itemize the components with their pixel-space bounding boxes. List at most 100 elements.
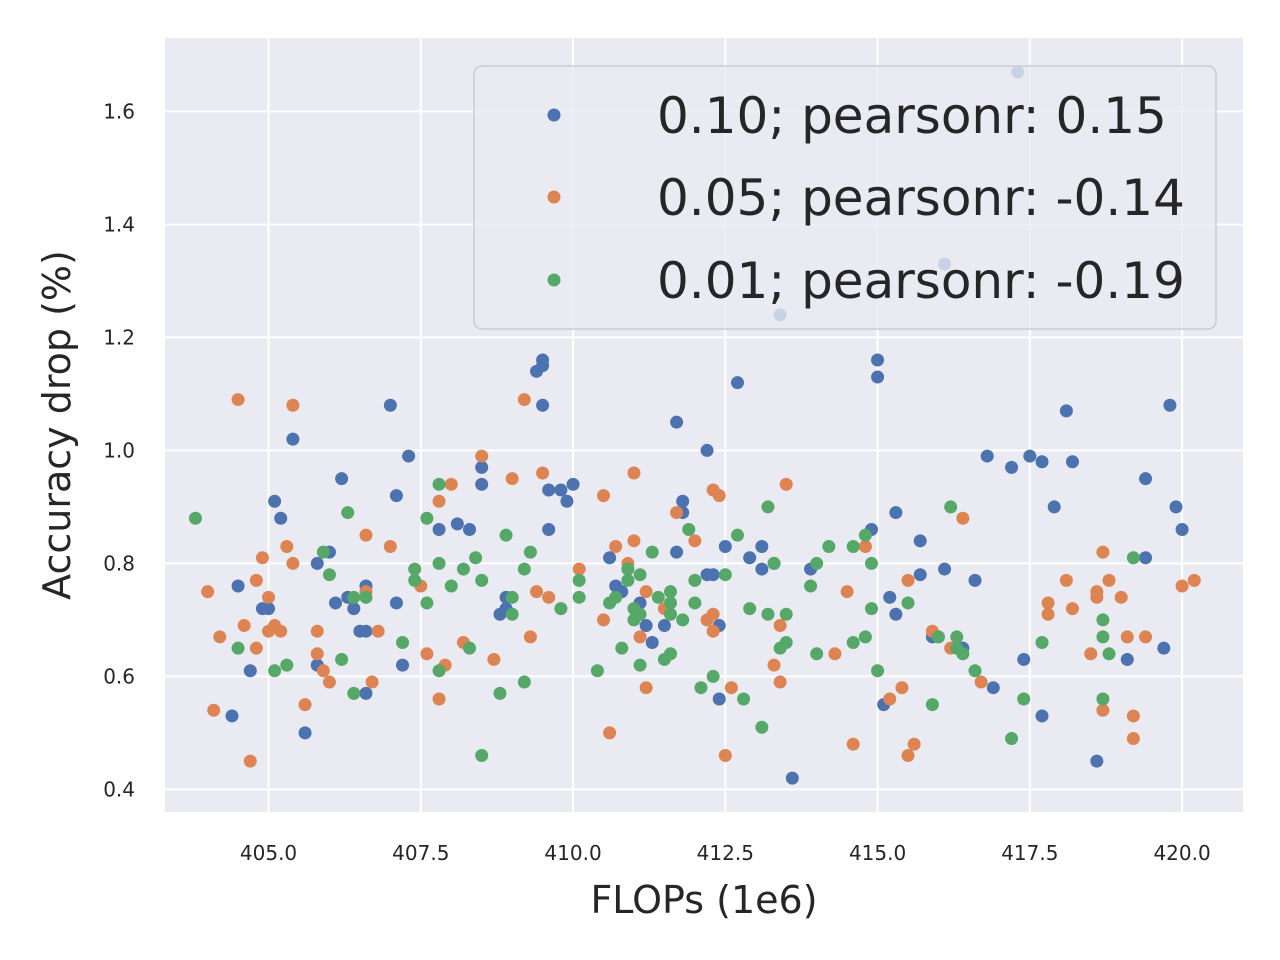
data-point: [1090, 754, 1104, 768]
data-point: [670, 545, 684, 559]
data-point: [225, 709, 239, 723]
data-point: [396, 636, 410, 650]
data-point: [1090, 590, 1104, 604]
data-point: [755, 562, 769, 576]
data-point: [688, 534, 702, 548]
data-point: [944, 500, 958, 514]
data-point: [840, 585, 854, 599]
data-point: [761, 500, 775, 514]
data-point: [213, 630, 227, 644]
data-point: [359, 686, 373, 700]
data-point: [718, 749, 732, 763]
data-point: [347, 590, 361, 604]
data-point: [572, 590, 586, 604]
data-point: [310, 647, 324, 661]
data-point: [724, 681, 738, 695]
data-point: [609, 590, 623, 604]
data-point: [670, 415, 684, 429]
data-point: [621, 573, 635, 587]
data-point: [335, 652, 349, 666]
data-point: [1102, 573, 1116, 587]
data-point: [901, 749, 915, 763]
data-point: [201, 585, 215, 599]
data-point: [523, 545, 537, 559]
data-point: [633, 630, 647, 644]
data-point: [408, 573, 422, 587]
data-point: [1175, 523, 1189, 537]
data-point: [664, 607, 678, 621]
data-point: [670, 506, 684, 520]
data-point: [456, 562, 470, 576]
data-point: [505, 590, 519, 604]
data-point: [864, 556, 878, 570]
data-point: [603, 551, 617, 565]
data-point: [316, 545, 330, 559]
data-point: [706, 568, 720, 582]
x-tick-label: 410.0: [544, 841, 601, 865]
data-point: [475, 449, 489, 463]
y-tick-label: 0.8: [103, 551, 135, 575]
data-point: [974, 675, 988, 689]
data-point: [389, 596, 403, 610]
data-point: [694, 681, 708, 695]
data-point: [493, 686, 507, 700]
data-point: [913, 534, 927, 548]
data-point: [1169, 500, 1183, 514]
data-point: [1096, 545, 1110, 559]
data-point: [280, 658, 294, 672]
data-point: [761, 607, 775, 621]
data-point: [1023, 449, 1037, 463]
data-point: [286, 432, 300, 446]
data-point: [432, 556, 446, 570]
data-point: [688, 596, 702, 610]
data-point: [706, 669, 720, 683]
data-point: [773, 675, 787, 689]
data-point: [1096, 703, 1110, 717]
data-point: [1096, 613, 1110, 627]
data-point: [986, 681, 1000, 695]
x-axis-label: FLOPs (1e6): [590, 878, 817, 922]
data-point: [420, 511, 434, 525]
y-axis-label: Accuracy drop (%): [35, 250, 79, 600]
data-point: [389, 489, 403, 503]
x-tick-labels: 405.0 407.5 410.0 412.5 415.0 417.5 420.0: [240, 841, 1211, 865]
data-point: [1175, 579, 1189, 593]
data-point: [536, 398, 550, 412]
data-point: [341, 506, 355, 520]
data-point: [274, 624, 288, 638]
data-point: [664, 596, 678, 610]
data-point: [255, 551, 269, 565]
legend-label: 0.01; pearsonr: -0.19: [657, 252, 1185, 310]
data-point: [1035, 709, 1049, 723]
legend-marker: [547, 108, 561, 122]
data-point: [639, 681, 653, 695]
y-tick-label: 1.6: [103, 99, 135, 123]
data-point: [523, 630, 537, 644]
data-point: [536, 359, 550, 373]
data-point: [249, 573, 263, 587]
data-point: [1126, 709, 1140, 723]
data-point: [365, 675, 379, 689]
data-point: [359, 590, 373, 604]
x-tick-label: 412.5: [697, 841, 754, 865]
data-point: [645, 545, 659, 559]
data-point: [286, 556, 300, 570]
data-point: [554, 483, 568, 497]
data-point: [718, 568, 732, 582]
data-point: [274, 511, 288, 525]
data-point: [383, 539, 397, 553]
data-point: [597, 489, 611, 503]
data-point: [322, 568, 336, 582]
data-point: [1059, 404, 1073, 418]
data-point: [871, 664, 885, 678]
data-point: [298, 726, 312, 740]
data-point: [1017, 652, 1031, 666]
data-point: [231, 393, 245, 407]
data-point: [450, 517, 464, 531]
data-point: [767, 658, 781, 672]
data-point: [1096, 630, 1110, 644]
data-point: [463, 523, 477, 537]
data-point: [1139, 630, 1153, 644]
data-point: [499, 528, 513, 542]
data-point: [1126, 551, 1140, 565]
